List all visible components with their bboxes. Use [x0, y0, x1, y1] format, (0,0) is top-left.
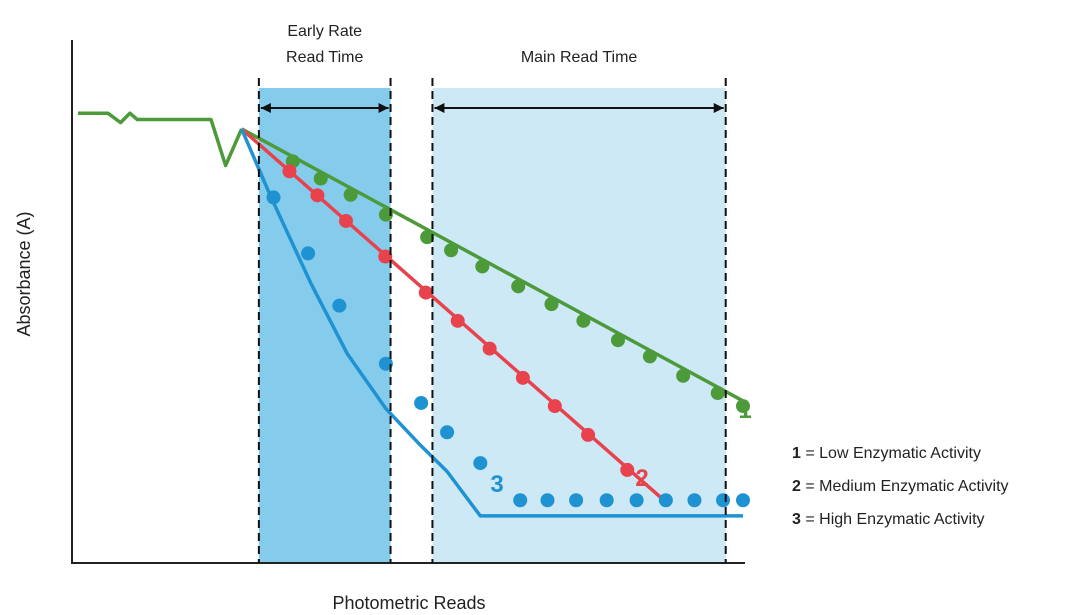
series-2-point-10	[581, 427, 596, 442]
series-tag-2: 2	[635, 465, 648, 492]
series-1-point-3	[343, 187, 358, 202]
series-3-point-10	[569, 493, 584, 508]
series-2-point-11	[620, 462, 635, 477]
series-3-point-11	[599, 493, 614, 508]
series-1-point-9	[544, 297, 559, 312]
region-label-1-line-1: Early Rate	[287, 23, 362, 40]
region-arrowhead-left-1	[260, 103, 271, 113]
annotations: Early Rate Read Time Main Read Time 1 2 3	[286, 23, 752, 498]
series-2-point-8	[515, 370, 530, 385]
region-arrowhead-right-1	[378, 103, 389, 113]
series-3-point-2	[301, 246, 316, 261]
series-2-point-1	[282, 164, 297, 179]
pre-read-baseline	[78, 111, 244, 168]
series-tag-1: 1	[738, 397, 751, 424]
series-1-point-13	[676, 368, 691, 383]
series-2-point-2	[310, 188, 325, 203]
series-1-point-7	[475, 259, 490, 274]
region-label-2-line-1: Main Read Time	[521, 49, 638, 66]
series-3-point-7	[473, 456, 488, 471]
series-2-point-9	[547, 399, 562, 414]
series-3-point-1	[266, 190, 281, 205]
series-1-point-11	[610, 333, 625, 348]
series-3-point-9	[540, 493, 555, 508]
series-2-point-5	[418, 285, 433, 300]
series-1-point-14	[710, 386, 725, 401]
series-1-point-8	[511, 279, 526, 294]
series-3-point-3	[332, 298, 347, 313]
series-3-point-12	[629, 493, 644, 508]
series-3-point-6	[440, 425, 455, 440]
series-2-point-4	[378, 249, 393, 264]
baseline-line	[78, 111, 244, 168]
legend-entry-3: 3 = High Enzymatic Activity	[792, 511, 985, 528]
series-3-point-4	[378, 356, 393, 371]
series-1-point-15	[736, 399, 750, 414]
region-band-1	[258, 88, 391, 563]
legend-entry-label: = Medium Enzymatic Activity	[801, 478, 1009, 495]
series-3-point-5	[414, 395, 429, 410]
legend-entry-label: = High Enzymatic Activity	[801, 511, 985, 528]
series-1-point-2	[313, 171, 328, 186]
series-1-point-6	[444, 243, 459, 258]
series-1-point-4	[378, 207, 393, 222]
series-3-point-14	[687, 493, 702, 508]
axes	[71, 40, 745, 564]
series-1-point-12	[642, 349, 657, 364]
series-line-3	[239, 128, 743, 518]
legend-entry-label: = Low Enzymatic Activity	[801, 445, 981, 462]
series-3-point-16	[736, 493, 750, 508]
legend-entry-number: 1	[792, 445, 801, 462]
legend-entry-number: 3	[792, 511, 801, 528]
series-1-point-5	[420, 230, 435, 245]
x-axis-title: Photometric Reads	[332, 593, 485, 613]
series-2-point-3	[338, 213, 353, 228]
series-3-point-8	[513, 493, 528, 508]
region-arrowhead-left-2	[434, 103, 445, 113]
series-3-point-15	[716, 493, 731, 508]
series-points	[266, 154, 750, 508]
region-dividers	[257, 78, 727, 563]
region-arrowhead-right-2	[713, 103, 724, 113]
series-tag-3: 3	[490, 471, 503, 498]
series-2-point-7	[482, 341, 497, 356]
series-2-point-6	[450, 313, 465, 328]
region-label-1-line-2: Read Time	[286, 49, 363, 66]
series-1-point-10	[576, 313, 591, 328]
series-3-point-13	[658, 493, 673, 508]
y-axis-title: Absorbance (A)	[14, 211, 34, 336]
legend-entry-2: 2 = Medium Enzymatic Activity	[792, 478, 1009, 495]
legend-entry-number: 2	[792, 478, 801, 495]
legend-entry-1: 1 = Low Enzymatic Activity	[792, 445, 981, 462]
